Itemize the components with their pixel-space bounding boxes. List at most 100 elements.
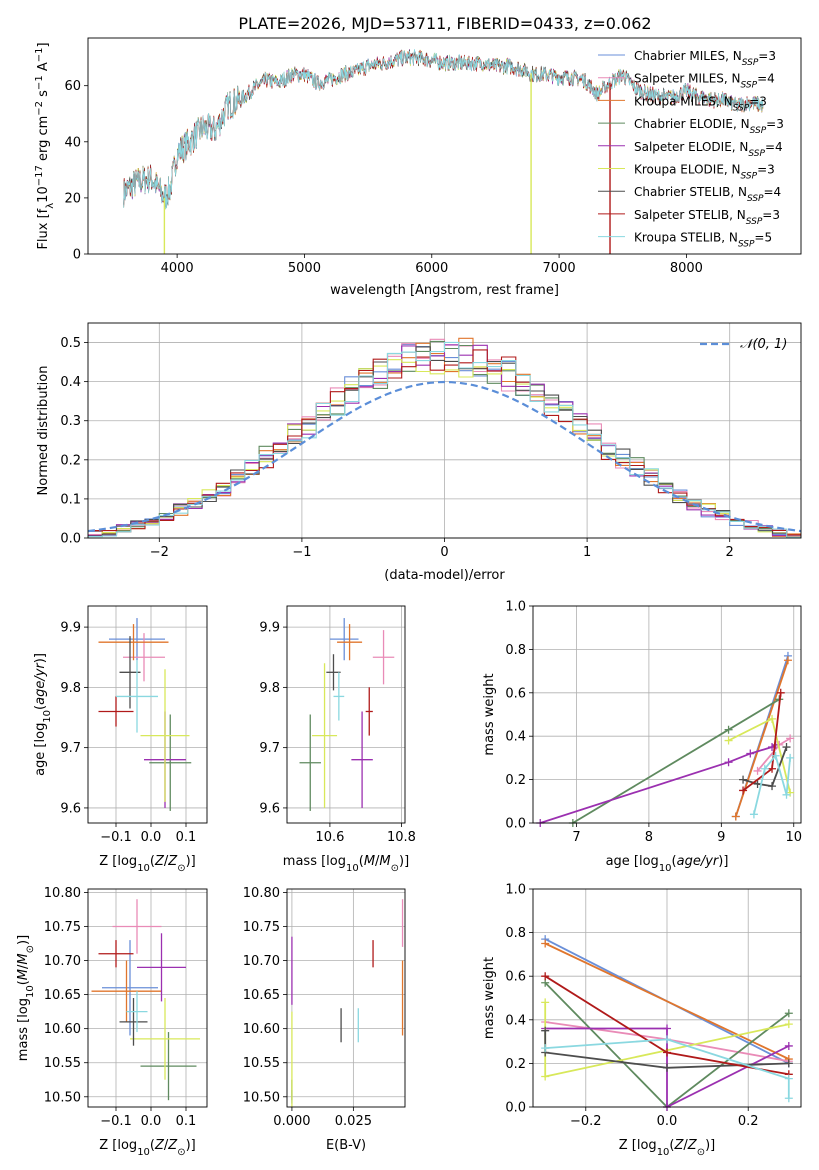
y-tick-label: 0 bbox=[73, 248, 81, 263]
y-tick-label: 0.0 bbox=[60, 532, 81, 547]
weight-marker bbox=[760, 764, 769, 773]
x-tick-label: 2 bbox=[726, 545, 734, 560]
legend-label: Kroupa MILES, NSSP=3 bbox=[634, 94, 767, 113]
weight-marker bbox=[541, 972, 550, 981]
x-axis-label: (data-model)/error bbox=[384, 568, 505, 583]
x-tick-label: 10.6 bbox=[315, 830, 344, 845]
y-tick-label: 10.75 bbox=[44, 920, 81, 935]
y-tick-label: 0.4 bbox=[505, 730, 526, 745]
x-tick-label: 0.000 bbox=[273, 1114, 310, 1129]
weight-marker bbox=[768, 782, 777, 791]
weight-line bbox=[544, 982, 790, 1107]
legend-label: Salpeter STELIB, NSSP=3 bbox=[634, 208, 780, 227]
weight_vs_age-frame bbox=[532, 605, 802, 824]
residuals-frame bbox=[87, 322, 802, 539]
normal-curve bbox=[88, 380, 801, 533]
x-tick-label: −0.1 bbox=[100, 1114, 132, 1129]
y-tick-label: 10.70 bbox=[44, 954, 81, 969]
y-tick-label: 10.60 bbox=[44, 1022, 81, 1037]
weight-marker bbox=[753, 766, 762, 775]
legend-label: Kroupa STELIB, NSSP=5 bbox=[634, 231, 772, 250]
weight-marker bbox=[782, 743, 791, 752]
y-tick-label: 0.8 bbox=[505, 926, 526, 941]
y-tick-label: 1.0 bbox=[505, 600, 526, 615]
weight-marker bbox=[739, 775, 748, 784]
weight-marker bbox=[541, 998, 550, 1007]
x-axis-label: Z [log10(Z/Z⊙)] bbox=[99, 854, 196, 874]
legend-label: Salpeter ELODIE, NSSP=4 bbox=[634, 140, 783, 159]
weight-marker bbox=[784, 1094, 793, 1103]
y-axis-label: mass weight bbox=[482, 957, 497, 1039]
x-tick-label: 5000 bbox=[288, 261, 321, 276]
y-tick-label: 1.0 bbox=[505, 883, 526, 898]
weight-marker bbox=[749, 810, 758, 819]
y-tick-label: 0.2 bbox=[60, 453, 81, 468]
legend-label: Chabrier ELODIE, NSSP=3 bbox=[634, 117, 784, 136]
weight-line bbox=[572, 698, 780, 823]
y-tick-label: 0.8 bbox=[505, 643, 526, 658]
x-tick-label: 0.1 bbox=[176, 1114, 197, 1129]
x-tick-label: 10 bbox=[785, 830, 802, 845]
weight-marker bbox=[768, 764, 777, 773]
weight-marker bbox=[783, 656, 792, 665]
y-tick-label: 0.2 bbox=[505, 1057, 526, 1072]
x-axis-label: age [log10(age/yr)] bbox=[606, 854, 729, 874]
age_vs_Z-frame bbox=[87, 605, 208, 824]
histogram-series bbox=[88, 359, 801, 538]
y-tick-label: 10.75 bbox=[243, 920, 280, 935]
x-tick-label: 9 bbox=[717, 830, 725, 845]
weight-marker bbox=[663, 1048, 671, 1057]
y-tick-label: 0.5 bbox=[60, 336, 81, 351]
y-tick-label: 10.65 bbox=[44, 988, 81, 1003]
y-tick-label: 60 bbox=[64, 79, 81, 94]
y-tick-label: 9.6 bbox=[259, 801, 280, 816]
y-tick-label: 9.8 bbox=[60, 681, 81, 696]
y-tick-label: 10.65 bbox=[243, 988, 280, 1003]
x-axis-label: Z [log10(Z/Z⊙)] bbox=[99, 1138, 196, 1158]
mass_vs_ebv-frame bbox=[286, 888, 406, 1108]
y-axis-label: Flux [fλ10−17 erg cm−2 s−1 A−1] bbox=[34, 42, 56, 249]
x-tick-label: −1 bbox=[292, 545, 311, 560]
y-tick-label: 10.70 bbox=[243, 954, 280, 969]
x-axis-label: wavelength [Angstrom, rest frame] bbox=[330, 283, 559, 298]
weight-line bbox=[544, 1030, 789, 1069]
age_vs_mass-frame bbox=[286, 605, 406, 824]
x-tick-label: 10.8 bbox=[387, 830, 416, 845]
weight-marker bbox=[786, 753, 795, 762]
y-tick-label: 0.0 bbox=[505, 1101, 526, 1116]
weight-marker bbox=[541, 1026, 550, 1035]
weight-marker bbox=[784, 1009, 793, 1018]
weight-line bbox=[545, 1038, 790, 1099]
y-tick-label: 10.50 bbox=[243, 1090, 280, 1105]
x-tick-label: 8 bbox=[645, 830, 653, 845]
x-tick-label: 6000 bbox=[415, 261, 448, 276]
age_vs_mass-axes: 10.6 10.8 9.6 9.7 9.8 9.9 bbox=[259, 606, 416, 845]
x-tick-label: −2 bbox=[150, 545, 169, 560]
histogram-series bbox=[88, 341, 801, 538]
y-tick-label: 0.1 bbox=[60, 492, 81, 507]
y-tick-label: 10.55 bbox=[44, 1056, 81, 1071]
x-tick-label: 7 bbox=[572, 830, 580, 845]
weight-marker bbox=[663, 1063, 671, 1072]
legend-label: 𝒩(0, 1) bbox=[740, 337, 787, 352]
weight_vs_Z-frame bbox=[532, 888, 802, 1108]
y-axis-label: age [log10(age/yr)] bbox=[33, 653, 53, 776]
mass_vs_Z-frame bbox=[87, 888, 208, 1108]
y-tick-label: 9.9 bbox=[259, 621, 280, 636]
y-tick-label: 9.7 bbox=[259, 741, 280, 756]
x-tick-label: 0.0 bbox=[141, 1114, 162, 1129]
y-tick-label: 40 bbox=[64, 135, 81, 150]
weight-marker bbox=[784, 1059, 793, 1068]
x-tick-label: 0.2 bbox=[738, 1114, 759, 1129]
x-tick-label: 0 bbox=[440, 545, 448, 560]
weight-marker bbox=[771, 751, 780, 760]
y-tick-label: 9.9 bbox=[60, 621, 81, 636]
x-tick-label: 0.025 bbox=[335, 1114, 372, 1129]
spectrum-line bbox=[123, 49, 764, 209]
y-tick-label: 10.60 bbox=[243, 1022, 280, 1037]
y-tick-label: 10.50 bbox=[44, 1090, 81, 1105]
weight-marker bbox=[541, 939, 550, 948]
weight-marker bbox=[739, 786, 748, 795]
y-tick-label: 10.80 bbox=[243, 886, 280, 901]
